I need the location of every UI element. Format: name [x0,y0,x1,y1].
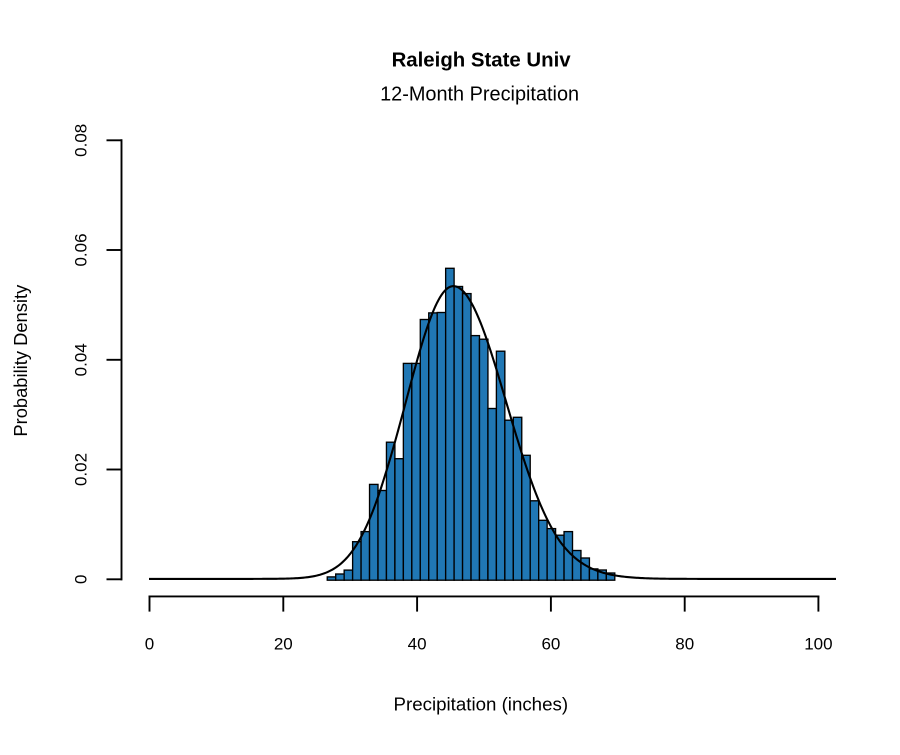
svg-text:Raleigh State Univ: Raleigh State Univ [392,50,572,72]
svg-text:Probability Density: Probability Density [10,284,31,437]
svg-text:0: 0 [145,634,154,653]
svg-text:0.02: 0.02 [71,453,90,486]
svg-text:60: 60 [541,634,560,653]
svg-text:40: 40 [408,634,427,653]
svg-text:0.06: 0.06 [71,233,90,266]
svg-text:100: 100 [804,634,832,653]
svg-text:0: 0 [71,575,90,584]
svg-text:0.08: 0.08 [71,124,90,157]
svg-text:Precipitation (inches): Precipitation (inches) [394,694,569,715]
svg-text:0.04: 0.04 [71,343,90,376]
svg-text:12-Month Precipitation: 12-Month Precipitation [380,83,579,105]
svg-text:20: 20 [274,634,293,653]
svg-text:80: 80 [675,634,694,653]
